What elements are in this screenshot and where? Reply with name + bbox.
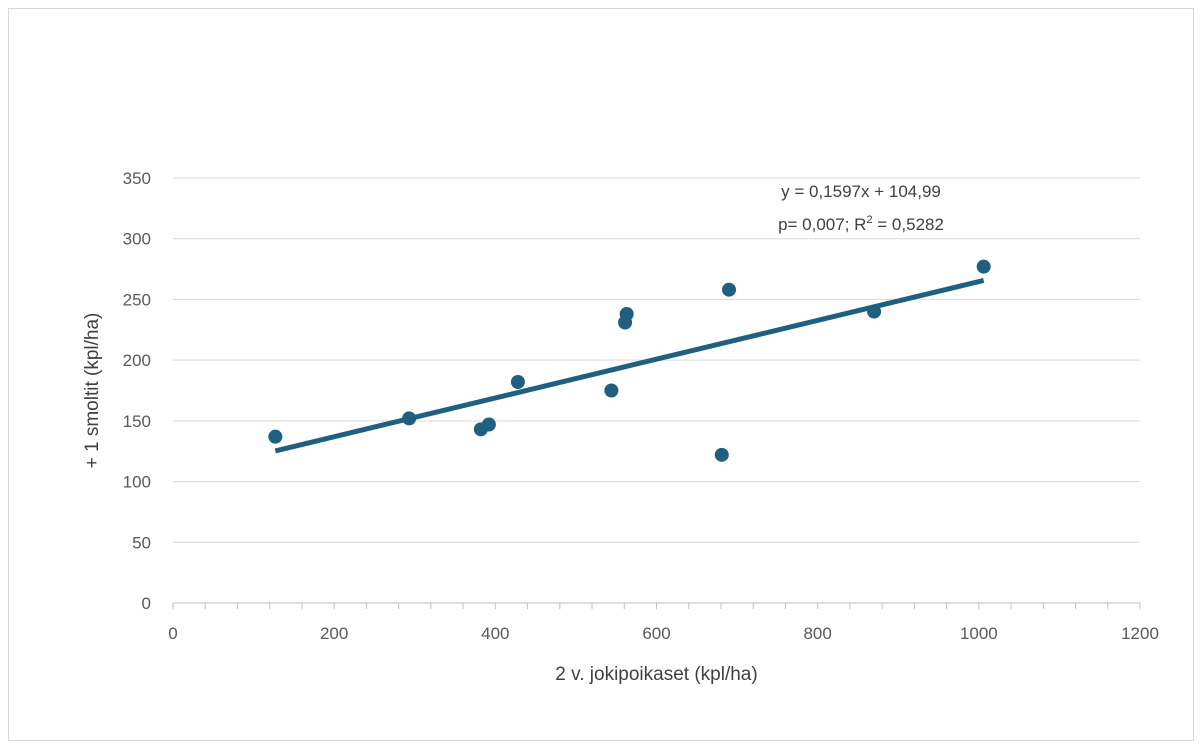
y-axis-title: + 1 smoltit (kpl/ha): [82, 313, 103, 469]
data-point: [481, 417, 496, 432]
y-tick-label: 150: [123, 412, 151, 431]
x-tick-label: 800: [803, 624, 831, 643]
data-point: [402, 411, 417, 426]
y-tick-label: 350: [123, 169, 151, 188]
data-point: [619, 307, 634, 321]
data-point: [722, 282, 737, 297]
x-tick-labels: 0 200 400 600 800 1000 1200: [168, 624, 1159, 643]
trendline: [274, 277, 985, 454]
data-point: [604, 383, 619, 398]
x-axis-title: 2 v. jokipoikaset (kpl/ha): [555, 664, 757, 685]
trendline-equation: y = 0,1597x + 104,99: [781, 182, 941, 201]
y-tick-label: 100: [123, 473, 151, 492]
y-tick-labels: 0 50 100 150 200 250 300 350: [123, 169, 151, 613]
stats-prefix: p= 0,007; R: [778, 215, 866, 234]
data-points: [268, 259, 991, 462]
data-point: [268, 429, 283, 444]
y-tick-label: 300: [123, 230, 151, 249]
x-tick-label: 600: [642, 624, 670, 643]
x-tick-label: 200: [320, 624, 348, 643]
trendline-stats: p= 0,007; R2 = 0,5282: [778, 214, 944, 234]
y-tick-label: 50: [132, 533, 151, 552]
data-point: [510, 375, 525, 389]
axes: [172, 602, 1141, 609]
gridlines: [173, 177, 1140, 543]
x-tick-label: 400: [481, 624, 509, 643]
x-tick-label: 1200: [1121, 624, 1159, 643]
x-tick-label: 0: [168, 624, 177, 643]
y-tick-label: 0: [142, 594, 151, 613]
data-point: [976, 259, 991, 274]
y-tick-label: 250: [123, 290, 151, 309]
x-tick-label: 1000: [960, 624, 998, 643]
stats-suffix: = 0,5282: [873, 215, 944, 234]
trendline-group: [274, 277, 985, 454]
data-point: [867, 304, 882, 319]
stats-superscript: 2: [866, 214, 872, 226]
data-point: [714, 447, 729, 462]
y-tick-label: 200: [123, 351, 151, 370]
